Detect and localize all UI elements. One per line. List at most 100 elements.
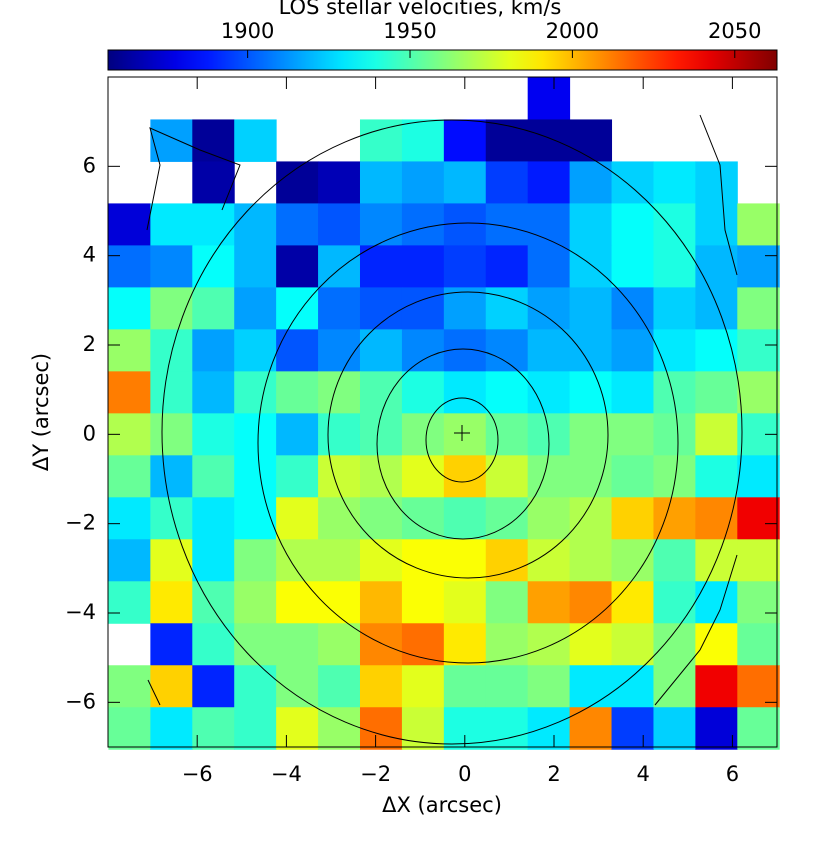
heatmap-cells <box>108 77 780 750</box>
cell <box>569 581 613 624</box>
cell <box>150 119 193 162</box>
cell <box>318 623 361 666</box>
x-axis-label: ΔX (arcsec) <box>382 793 502 817</box>
cell <box>276 245 319 288</box>
cell <box>653 539 696 582</box>
cell <box>737 665 780 708</box>
cell <box>359 497 403 540</box>
cell <box>695 707 738 750</box>
cell <box>527 329 571 372</box>
cell <box>318 203 361 246</box>
y-tick-label: 6 <box>83 153 96 177</box>
x-tick-label: 6 <box>726 762 739 786</box>
cell <box>569 287 613 330</box>
cell <box>150 665 193 708</box>
cell <box>569 623 613 666</box>
cell <box>276 539 319 582</box>
cell <box>611 707 654 750</box>
cell <box>318 707 361 750</box>
cell <box>359 203 403 246</box>
cell <box>234 707 277 750</box>
cell <box>234 497 277 540</box>
cell <box>443 203 487 246</box>
colorbar-tick-label: 2000 <box>546 19 599 43</box>
cell <box>737 707 780 750</box>
cell <box>569 539 613 582</box>
cell <box>108 455 151 498</box>
cell <box>108 539 151 582</box>
cell <box>527 119 571 162</box>
cell <box>150 413 193 456</box>
cell <box>485 623 529 666</box>
cell <box>611 203 654 246</box>
cell <box>108 707 151 750</box>
colorbar-tick-label: 1950 <box>383 19 436 43</box>
cell <box>108 287 151 330</box>
cell <box>192 581 235 624</box>
cell <box>150 455 193 498</box>
cell <box>737 581 780 624</box>
cell <box>359 665 403 708</box>
cell <box>276 287 319 330</box>
cell <box>276 665 319 708</box>
cell <box>485 119 529 162</box>
cell <box>569 329 613 372</box>
cell <box>359 707 403 750</box>
cell <box>527 371 571 414</box>
cell <box>611 371 654 414</box>
colorbar-tick-label: 1900 <box>221 19 274 43</box>
cell <box>276 329 319 372</box>
cell <box>150 539 193 582</box>
cell <box>234 455 277 498</box>
cell <box>653 455 696 498</box>
cell <box>359 245 403 288</box>
cell <box>737 203 780 246</box>
cell <box>401 665 445 708</box>
cell <box>653 581 696 624</box>
cell <box>611 455 654 498</box>
cell <box>569 245 613 288</box>
cell <box>234 413 277 456</box>
cell <box>108 581 151 624</box>
x-tick-label: −4 <box>271 762 302 786</box>
cell <box>234 287 277 330</box>
cell <box>192 497 235 540</box>
cell <box>485 371 529 414</box>
x-tick-label: 4 <box>637 762 650 786</box>
cell <box>485 539 529 582</box>
cell <box>318 245 361 288</box>
cell <box>192 371 235 414</box>
cell <box>401 245 445 288</box>
center-cross <box>454 425 470 441</box>
cell <box>359 581 403 624</box>
cell <box>192 329 235 372</box>
cell <box>443 245 487 288</box>
y-tick-label: −6 <box>65 689 96 713</box>
y-tick-label: −2 <box>65 511 96 535</box>
cell <box>611 623 654 666</box>
cell <box>485 455 529 498</box>
cell <box>653 203 696 246</box>
cell <box>108 203 151 246</box>
cell <box>401 455 445 498</box>
x-tick-label: 0 <box>458 762 471 786</box>
cell <box>485 413 529 456</box>
cell <box>527 707 571 750</box>
cell <box>737 497 780 540</box>
cell <box>443 287 487 330</box>
cell <box>653 245 696 288</box>
cell <box>527 665 571 708</box>
cell <box>485 707 529 750</box>
y-tick-label: −4 <box>65 600 96 624</box>
cell <box>443 371 487 414</box>
cell <box>653 707 696 750</box>
cell <box>569 413 613 456</box>
cell <box>695 245 738 288</box>
cell <box>695 413 738 456</box>
cell <box>108 245 151 288</box>
cell <box>318 161 361 204</box>
cell <box>192 413 235 456</box>
cell <box>695 287 738 330</box>
cell <box>192 665 235 708</box>
